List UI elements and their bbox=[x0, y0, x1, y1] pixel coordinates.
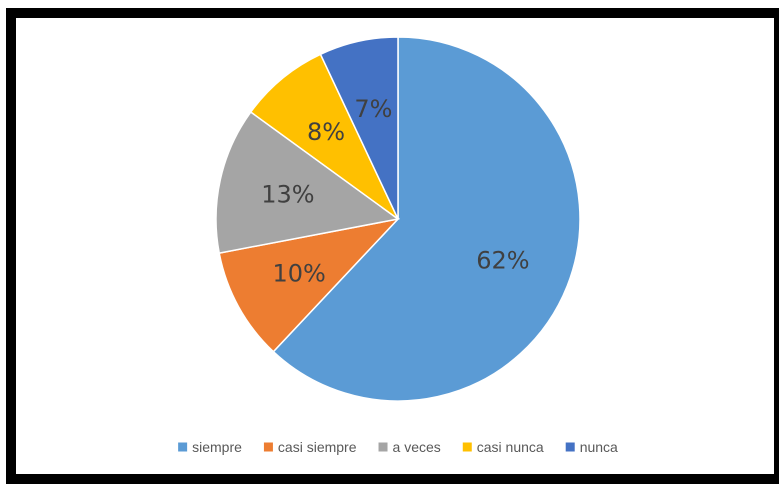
data-label-a-veces: 13% bbox=[261, 180, 314, 208]
pie-slice-casi-siempre bbox=[218, 217, 401, 353]
pie-slice-siempre bbox=[272, 36, 581, 402]
legend-entry-siempre: siempre bbox=[192, 439, 242, 455]
legend-entry-casi-nunca: casi nunca bbox=[477, 439, 544, 455]
pie-slice-casi-nunca bbox=[249, 53, 399, 220]
data-label-nunca: 7% bbox=[354, 95, 392, 123]
data-label-casi-nunca: 8% bbox=[307, 118, 345, 146]
legend-swatch-casi-siempre bbox=[263, 442, 273, 452]
legend-swatch-a-veces bbox=[378, 442, 388, 452]
legend-swatch-casi-nunca bbox=[462, 442, 472, 452]
pie-slice-a-veces bbox=[215, 110, 400, 254]
legend-entry-casi-siempre: casi siempre bbox=[278, 439, 357, 455]
pie-chart: 62% 10% 13% 8% 7% siempre casi siempre a veces… bbox=[178, 36, 618, 455]
data-label-siempre: 62% bbox=[476, 247, 529, 275]
pie-slices bbox=[215, 36, 581, 402]
chart-legend: siempre casi siempre a veces casi nunca nunc… bbox=[178, 439, 618, 455]
pie-slice-nunca bbox=[319, 36, 399, 220]
slice-labels: 62% 10% 13% 8% 7% bbox=[261, 95, 529, 287]
legend-entry-nunca: nunca bbox=[580, 439, 618, 455]
legend-swatch-siempre bbox=[178, 442, 188, 452]
legend-entry-a-veces: a veces bbox=[393, 439, 441, 455]
data-label-casi-siempre: 10% bbox=[272, 259, 325, 287]
legend-swatch-nunca bbox=[565, 442, 575, 452]
chart-frame: 62% 10% 13% 8% 7% siempre casi siempre a veces… bbox=[6, 8, 779, 484]
